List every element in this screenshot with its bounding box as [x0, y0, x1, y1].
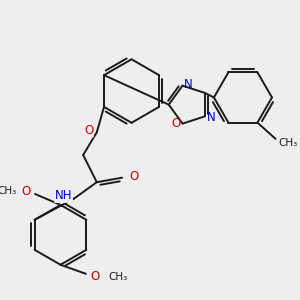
Text: NH: NH [55, 189, 72, 202]
Text: O: O [84, 124, 93, 137]
Text: O: O [90, 270, 100, 283]
Text: N: N [183, 78, 192, 91]
Text: O: O [21, 185, 31, 198]
Text: CH₃: CH₃ [109, 272, 128, 282]
Text: CH₃: CH₃ [0, 186, 17, 196]
Text: O: O [129, 170, 139, 183]
Text: N: N [207, 111, 215, 124]
Text: CH₃: CH₃ [278, 137, 298, 148]
Text: O: O [172, 117, 181, 130]
